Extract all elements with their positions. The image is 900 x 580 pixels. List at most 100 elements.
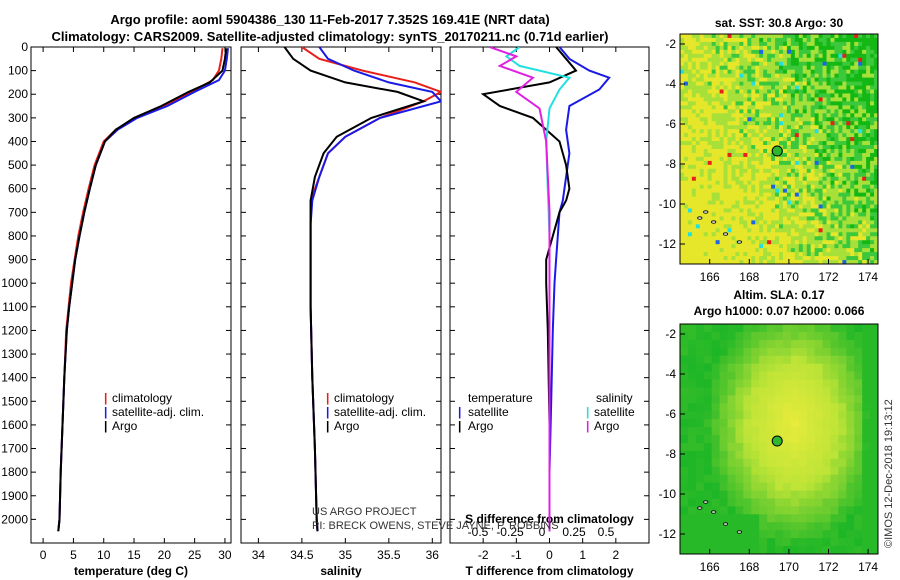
sst-map-cell	[806, 236, 812, 241]
sla-map-cell	[719, 419, 729, 428]
sst-map-cell	[771, 77, 776, 83]
sst-map-cell	[735, 41, 740, 47]
sst-map-cell	[862, 77, 867, 83]
sst-map-cell	[870, 85, 875, 91]
sst-map-cell	[695, 41, 701, 47]
sst-map-cell	[798, 256, 804, 261]
sst-map-cell	[806, 216, 812, 221]
sst-map-cell	[854, 156, 859, 162]
sst-map-cell	[763, 160, 768, 166]
sla-map-cell	[814, 427, 824, 436]
sst-map-cell	[870, 260, 875, 265]
sst-map-cell	[858, 164, 863, 170]
sst-map-cell	[842, 252, 847, 257]
sst-map-cell	[798, 101, 804, 106]
sst-map-cell	[818, 77, 824, 83]
sst-map-cell	[755, 133, 760, 138]
sla-map-cell	[767, 474, 776, 484]
sla-map-cell	[767, 490, 776, 499]
sst-map-cell	[822, 65, 828, 71]
sst-map-cell	[731, 172, 736, 178]
sst-map-cell	[786, 168, 792, 174]
sst-map-cell	[727, 105, 732, 110]
sla-map-cell	[687, 363, 697, 373]
sst-map-cell	[802, 160, 808, 166]
sst-map-cell	[850, 69, 855, 75]
pressure-tick-label: 1300	[1, 347, 28, 361]
sst-map-cell	[727, 176, 732, 182]
sla-map-cell	[830, 506, 839, 515]
sst-map-cell	[874, 236, 879, 241]
sst-map-cell	[810, 125, 816, 130]
sst-map-cell	[747, 137, 752, 142]
sst-map-cell	[866, 73, 871, 79]
sst-map-cell	[751, 256, 756, 261]
sst-map-cell	[786, 204, 792, 209]
sst-map-cell	[691, 57, 697, 63]
sst-map-ytick-label: -4	[665, 77, 676, 91]
sla-map-cell	[830, 395, 839, 404]
sst-map-cell	[707, 65, 713, 71]
sst-map-cell	[680, 149, 685, 154]
sla-map-cell	[790, 371, 800, 381]
sst-map-cell	[850, 89, 855, 94]
sst-map-cell	[862, 152, 867, 158]
sla-map-cell	[830, 355, 839, 365]
sst-map-cell	[798, 156, 804, 162]
sst-map-cell	[775, 89, 780, 94]
sla-map-cell	[727, 324, 736, 333]
sst-map-cell	[695, 45, 701, 51]
sst-map-cell	[862, 101, 867, 106]
sst-map-cell	[806, 149, 812, 154]
sst-map-cell	[850, 149, 855, 154]
sst-map-cell	[794, 160, 800, 166]
sst-map-cell	[826, 192, 831, 198]
sla-map-cell	[743, 482, 752, 492]
sla-map-cell	[703, 435, 713, 444]
sst-map-cell	[719, 240, 725, 245]
sst-map-cell	[810, 232, 816, 237]
sst-map-cell	[862, 164, 867, 170]
sst-map-cell	[874, 57, 879, 63]
sla-map-cell	[870, 482, 879, 492]
sst-map-cell	[695, 117, 701, 122]
sst-map-cell	[818, 216, 824, 221]
sst-map-cell	[771, 172, 776, 178]
sst-map-cell	[683, 77, 689, 83]
sst-map-cell	[739, 212, 744, 217]
sst-map-cell	[775, 232, 780, 237]
sst-map-cell	[866, 121, 871, 126]
sst-map-cell	[695, 228, 701, 233]
sst-map-cell	[723, 248, 729, 253]
sst-map-cell	[683, 34, 689, 39]
sla-map-cell	[711, 427, 721, 436]
sst-map-cell	[818, 117, 824, 122]
sst-map-cell	[763, 81, 768, 87]
sst-map-cell	[786, 53, 792, 59]
sst-map-cell	[850, 37, 855, 43]
sst-map-cell	[759, 224, 764, 229]
sst-map-cell	[810, 196, 816, 202]
sla-map-cell	[814, 458, 824, 468]
sst-map-cell	[707, 37, 713, 43]
sst-map-cell	[834, 240, 839, 245]
sst-map-cell	[794, 137, 800, 142]
sst-map-cell	[680, 109, 685, 114]
sla-map-cell	[838, 450, 847, 460]
sst-map-cell	[779, 232, 784, 237]
sst-map-cell	[680, 129, 685, 134]
sst-map-cell	[775, 53, 780, 59]
sst-map-cell	[866, 232, 871, 237]
sst-map-cell	[715, 41, 721, 47]
sst-map-cell	[711, 137, 717, 142]
sla-map-cell	[775, 442, 784, 452]
sst-map-cell	[731, 260, 736, 265]
sla-map-cell	[751, 458, 760, 468]
sst-map-cell	[854, 248, 859, 253]
sst-map-cell	[680, 117, 685, 122]
sst-map-cell	[822, 220, 828, 225]
sst-map-cell	[846, 133, 851, 138]
sla-map-cell	[838, 379, 847, 388]
sst-map-cell	[703, 149, 709, 154]
sst-map-cell	[834, 125, 839, 130]
